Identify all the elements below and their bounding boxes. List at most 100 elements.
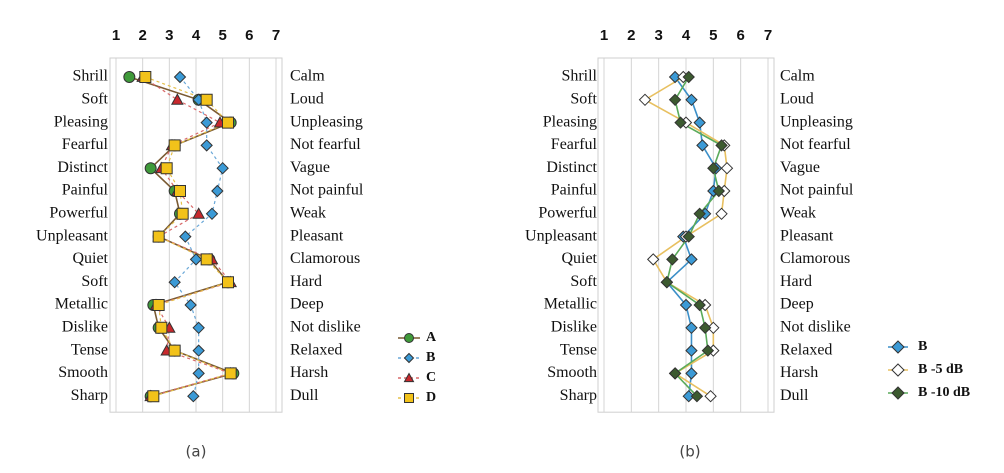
legend-marker xyxy=(891,363,905,377)
left-label: Powerful xyxy=(538,204,597,221)
data-point xyxy=(715,207,728,221)
left-label: Soft xyxy=(570,90,597,107)
right-label: Clamorous xyxy=(290,250,360,267)
data-point xyxy=(152,230,165,243)
left-label: Pleasing xyxy=(54,113,108,130)
left-label: Smooth xyxy=(58,364,108,381)
right-label: Weak xyxy=(780,204,816,221)
data-point xyxy=(205,207,219,221)
right-label: Loud xyxy=(290,90,324,107)
left-label: Painful xyxy=(62,182,109,199)
right-label: Hard xyxy=(290,273,322,290)
data-point xyxy=(668,367,682,380)
series-line xyxy=(145,76,233,397)
data-point xyxy=(200,93,213,106)
data-point xyxy=(720,161,734,175)
data-point xyxy=(679,298,693,312)
data-point xyxy=(189,253,203,266)
left-label: Painful xyxy=(551,182,598,199)
right-label: Dull xyxy=(290,387,319,404)
data-point xyxy=(701,344,715,357)
x-tick-label: 6 xyxy=(245,27,253,44)
data-point xyxy=(173,70,187,84)
left-label: Metallic xyxy=(544,296,597,313)
legend-label: B -10 dB xyxy=(918,385,970,400)
right-label: Not dislike xyxy=(780,318,851,335)
data-point xyxy=(668,70,682,84)
data-point xyxy=(174,185,186,197)
data-point xyxy=(707,321,720,335)
data-point xyxy=(715,139,728,152)
right-label: Loud xyxy=(780,90,814,107)
data-point xyxy=(222,116,234,129)
data-point xyxy=(660,275,674,289)
data-point xyxy=(682,230,695,243)
data-point xyxy=(184,298,197,312)
data-point xyxy=(170,93,184,105)
left-label: Shrill xyxy=(72,68,108,85)
x-tick-label: 7 xyxy=(764,27,772,44)
right-label: Calm xyxy=(780,68,815,85)
data-point xyxy=(698,321,712,335)
legend-marker xyxy=(403,372,415,383)
legend-marker xyxy=(404,393,414,403)
right-label: Pleasant xyxy=(290,227,344,244)
legend-label: D xyxy=(426,390,436,405)
x-tick-label: 3 xyxy=(165,27,173,44)
x-tick-label: 5 xyxy=(709,27,717,44)
data-point xyxy=(200,116,213,129)
left-label: Soft xyxy=(81,90,108,107)
right-label: Calm xyxy=(290,68,325,85)
data-point xyxy=(685,93,698,107)
x-tick-label: 5 xyxy=(218,27,226,44)
data-point xyxy=(638,93,652,107)
left-label: Powerful xyxy=(49,204,108,221)
left-label: Fearful xyxy=(62,136,109,153)
data-point xyxy=(192,207,206,219)
x-tick-label: 1 xyxy=(600,27,608,44)
left-label: Quiet xyxy=(561,250,597,267)
right-label: Deep xyxy=(290,296,324,313)
data-point xyxy=(192,367,205,380)
data-point xyxy=(192,321,205,335)
right-label: Not painful xyxy=(780,182,854,199)
data-point xyxy=(712,184,726,198)
data-point xyxy=(155,321,168,334)
right-label: Not dislike xyxy=(290,318,361,335)
data-point xyxy=(666,253,679,266)
x-tick-label: 2 xyxy=(138,27,146,44)
data-point xyxy=(168,139,181,152)
data-point xyxy=(690,389,704,403)
right-label: Hard xyxy=(780,273,812,290)
data-point xyxy=(147,390,160,403)
data-point xyxy=(144,162,157,175)
left-label: Pleasing xyxy=(543,113,597,130)
x-tick-label: 2 xyxy=(627,27,635,44)
data-point xyxy=(668,93,682,107)
data-point xyxy=(139,71,152,83)
data-point xyxy=(160,162,173,175)
left-label: Fearful xyxy=(551,136,598,153)
legend-label: A xyxy=(426,330,437,345)
data-point xyxy=(682,389,695,403)
legend-marker xyxy=(403,352,415,364)
data-point xyxy=(192,344,205,357)
legend-label: B -5 dB xyxy=(918,362,963,377)
data-point xyxy=(646,253,660,266)
left-label: Quiet xyxy=(72,250,108,267)
legend-label: B xyxy=(918,339,927,354)
right-label: Vague xyxy=(290,159,330,176)
left-label: Sharp xyxy=(560,387,597,404)
legend-marker xyxy=(404,333,414,343)
data-point xyxy=(704,389,717,403)
right-label: Clamorous xyxy=(780,250,850,267)
right-label: Deep xyxy=(780,296,814,313)
left-label: Unpleasant xyxy=(36,227,109,244)
caption: (a) xyxy=(186,443,207,461)
data-point xyxy=(682,70,695,84)
left-label: Soft xyxy=(570,273,597,290)
data-point xyxy=(685,344,698,357)
right-label: Harsh xyxy=(780,364,818,381)
